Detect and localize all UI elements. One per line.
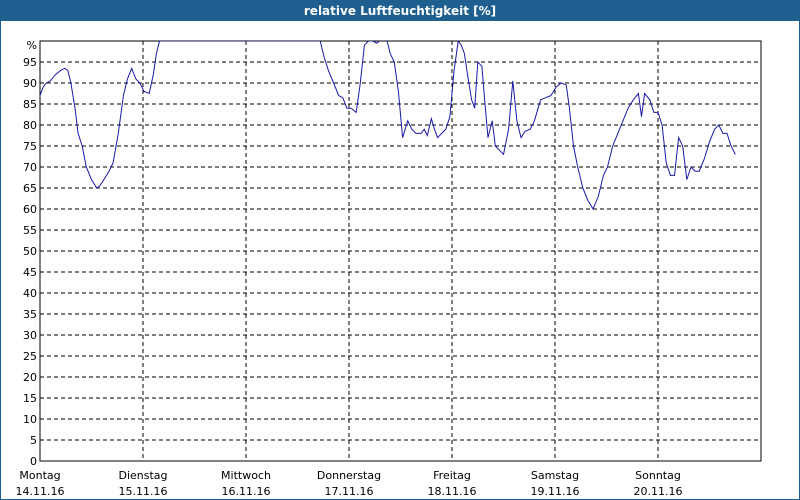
y-tick-label: 85 (23, 98, 37, 111)
y-tick-label: 20 (23, 371, 37, 384)
x-tick-date-label: 17.11.16 (325, 485, 374, 498)
y-tick-label: 80 (23, 119, 37, 132)
x-tick-day-label: Mittwoch (221, 469, 271, 482)
x-tick-day-label: Montag (19, 469, 60, 482)
y-axis-unit-label: % (27, 39, 37, 52)
y-tick-label: 65 (23, 182, 37, 195)
humidity-series-line (40, 41, 736, 211)
y-tick-label: 45 (23, 266, 37, 279)
x-tick-date-label: 19.11.16 (531, 485, 580, 498)
chart-title: relative Luftfeuchtigkeit [%] (303, 4, 497, 18)
x-tick-date-label: 16.11.16 (222, 485, 271, 498)
y-tick-label: 40 (23, 287, 37, 300)
x-tick-date-label: 18.11.16 (428, 485, 477, 498)
y-tick-label: 10 (23, 413, 37, 426)
y-tick-label: 75 (23, 140, 37, 153)
y-tick-label: 0 (30, 455, 37, 468)
y-tick-label: 35 (23, 308, 37, 321)
x-tick-date-label: 20.11.16 (634, 485, 683, 498)
x-tick-day-label: Samstag (531, 469, 579, 482)
y-tick-label: 55 (23, 224, 37, 237)
series-layer (40, 41, 736, 211)
y-tick-label: 90 (23, 77, 37, 90)
x-tick-day-label: Freitag (433, 469, 471, 482)
y-tick-label: 60 (23, 203, 37, 216)
x-tick-date-label: 14.11.16 (16, 485, 65, 498)
y-tick-label: 5 (30, 434, 37, 447)
x-tick-day-label: Dienstag (118, 469, 167, 482)
x-tick-day-label: Sonntag (635, 469, 681, 482)
x-tick-day-label: Donnerstag (317, 469, 381, 482)
y-tick-label: 25 (23, 350, 37, 363)
label-layer: 0 5 10 15 20 25 30 35 40 45 50 55 60 65 70 75 80 85 90 95% M… (16, 39, 683, 498)
y-tick-label: 30 (23, 329, 37, 342)
y-tick-label: 70 (23, 161, 37, 174)
x-tick-date-label: 15.11.16 (119, 485, 168, 498)
y-tick-label: 50 (23, 245, 37, 258)
y-tick-label: 95 (23, 56, 37, 69)
title-bar (1, 1, 799, 21)
y-tick-label: 15 (23, 392, 37, 405)
grid-layer (39, 40, 762, 462)
